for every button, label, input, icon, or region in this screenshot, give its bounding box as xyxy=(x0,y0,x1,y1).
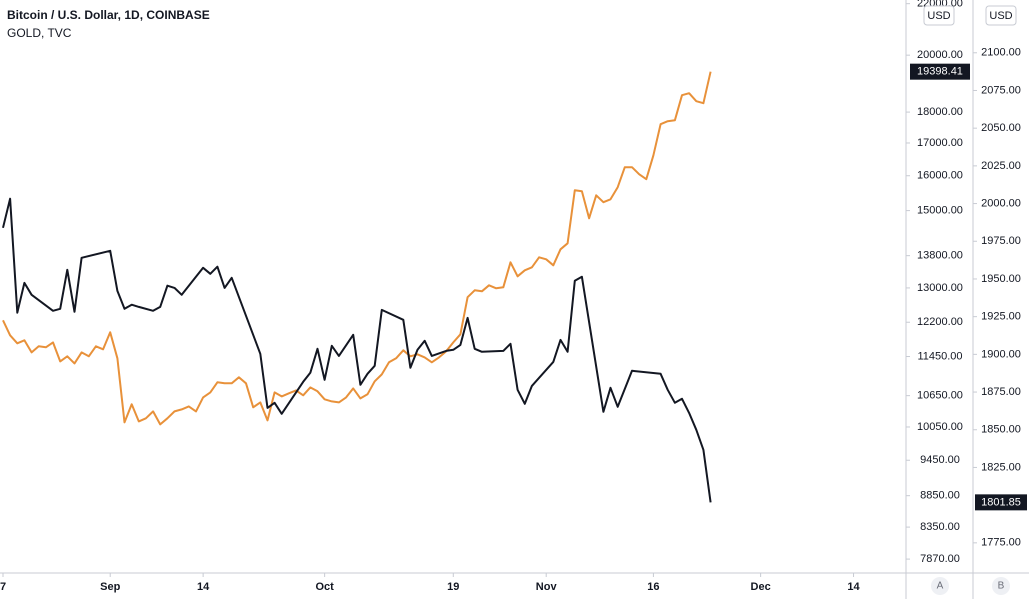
y-tick-label: 10050.00 xyxy=(917,421,963,433)
y2-tick-label: 1900.00 xyxy=(981,348,1021,360)
y-tick-label: 13000.00 xyxy=(917,282,963,294)
pane-label[interactable]: A xyxy=(937,581,944,592)
y-tick-label: 16000.00 xyxy=(917,170,963,182)
last-value-badge xyxy=(975,494,1027,511)
y-tick-label: 11450.00 xyxy=(917,350,962,362)
x-tick-label: 14 xyxy=(197,581,210,593)
y-tick-label: 20000.00 xyxy=(917,49,963,61)
x-tick-label: 14 xyxy=(847,581,860,593)
y2-tick-label: 1925.00 xyxy=(981,311,1021,323)
currency-label[interactable]: USD xyxy=(989,10,1012,22)
x-tick-label: 7 xyxy=(0,581,6,593)
pane-button[interactable] xyxy=(931,577,949,595)
y2-tick-label: 1950.00 xyxy=(981,273,1021,285)
y-tick-label: 18000.00 xyxy=(917,106,963,118)
y-tick-label: 8850.00 xyxy=(920,490,960,502)
series-title: Bitcoin / U.S. Dollar, 1D, COINBASE xyxy=(7,8,210,22)
x-tick-label: 19 xyxy=(447,581,459,593)
y-tick-label: 13800.00 xyxy=(917,250,963,262)
y-tick-label: 10650.00 xyxy=(917,390,963,402)
pane-label[interactable]: B xyxy=(998,581,1005,592)
y2-tick-label: 2025.00 xyxy=(981,160,1021,172)
y-tick-label: 9450.00 xyxy=(920,454,960,466)
y-tick-label: 12200.00 xyxy=(917,316,963,328)
y2-tick-label: 1875.00 xyxy=(981,386,1021,398)
series-line xyxy=(2,197,712,503)
y2-tick-label: 1775.00 xyxy=(981,537,1021,549)
pane-button[interactable] xyxy=(992,577,1010,595)
x-tick-label: 16 xyxy=(647,581,659,593)
y2-tick-label: 1825.00 xyxy=(981,461,1021,473)
plot-area xyxy=(2,71,712,503)
y-tick-label: 22000.00 xyxy=(917,0,963,10)
y2-tick-label: 2000.00 xyxy=(981,197,1021,209)
y2-tick-label: 2100.00 xyxy=(981,47,1021,59)
y-tick-label: 17000.00 xyxy=(917,137,963,149)
y2-tick-label: 1850.00 xyxy=(981,424,1021,436)
y2-tick-label: 2050.00 xyxy=(981,122,1021,134)
y2-tick-label: 2075.00 xyxy=(981,84,1021,96)
series-title: GOLD, TVC xyxy=(7,26,72,40)
y-tick-label: 7870.00 xyxy=(920,553,960,565)
y2-tick-label: 1975.00 xyxy=(981,235,1021,247)
last-value-badge xyxy=(910,63,970,80)
x-tick-label: Dec xyxy=(751,581,771,593)
last-value-label: 19398.41 xyxy=(917,66,963,78)
x-tick-label: Oct xyxy=(315,581,334,593)
y-tick-label: 15000.00 xyxy=(917,205,963,217)
x-tick-label: Sep xyxy=(100,581,120,593)
x-tick-label: Nov xyxy=(536,581,558,593)
currency-badge[interactable] xyxy=(923,5,955,26)
currency-label[interactable]: USD xyxy=(927,10,950,22)
currency-badge[interactable] xyxy=(985,5,1017,26)
y-tick-label: 8350.00 xyxy=(920,521,960,533)
last-value-label: 1801.85 xyxy=(981,496,1021,508)
series-line xyxy=(2,71,712,426)
